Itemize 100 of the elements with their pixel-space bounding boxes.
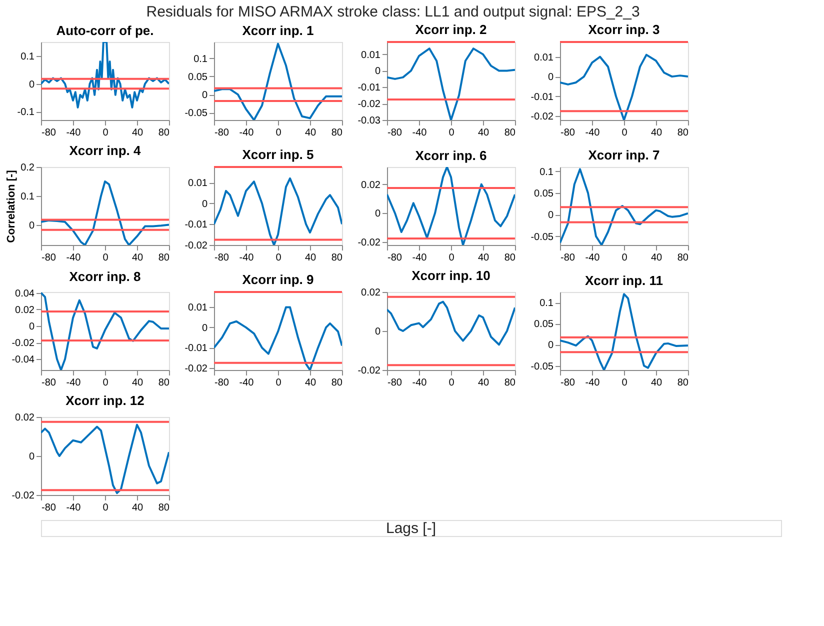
- x-tick-label: 0: [448, 128, 455, 138]
- chart-title: Xcorr inp. 7: [588, 147, 660, 162]
- y-tick-label: 0: [202, 198, 208, 210]
- x-tick-label: 80: [504, 378, 516, 388]
- x-tick-label: -40: [585, 252, 600, 264]
- y-tick-label: -0.02: [358, 238, 381, 249]
- y-tick-label: 0.02: [15, 304, 35, 316]
- x-tick-label: 40: [650, 378, 662, 388]
- x-tick-label: 80: [677, 128, 689, 138]
- chart-title: Xcorr inp. 12: [66, 393, 144, 408]
- chart-title: Xcorr inp. 4: [69, 143, 142, 158]
- chart-title: Xcorr inp. 11: [584, 273, 664, 288]
- x-tick-label: -80: [214, 252, 230, 264]
- line-series: [41, 42, 169, 108]
- x-tick-label: 40: [478, 378, 490, 388]
- x-tick-label: -40: [412, 378, 428, 388]
- chart-title: Xcorr inp. 3: [588, 22, 660, 37]
- chart-title: Auto-corr of pe.: [56, 23, 154, 38]
- text: Lags [-]: [386, 520, 436, 537]
- x-tick-label: -80: [560, 378, 576, 388]
- y-tick-label: 0.1: [540, 298, 554, 310]
- x-tick-label: 80: [331, 252, 343, 264]
- y-tick-label: -0.01: [530, 92, 554, 103]
- y-tick-label: 0: [374, 326, 381, 338]
- x-tick-label: -80: [388, 128, 402, 138]
- y-tick-label: 0.01: [188, 178, 208, 190]
- x-tick-label: 80: [331, 128, 343, 138]
- y-tick-label: 0.02: [361, 180, 381, 191]
- x-tick-label: 40: [132, 252, 144, 264]
- x-tick-label: 40: [304, 128, 316, 138]
- x-tick-label: 80: [158, 128, 170, 138]
- y-tick-label: 0.05: [534, 188, 554, 200]
- x-tick-label: -40: [239, 378, 254, 388]
- chart-title: Xcorr inp. 10: [412, 268, 490, 283]
- y-tick-label: -0.02: [358, 99, 381, 110]
- x-tick-label: 80: [158, 252, 170, 264]
- x-tick-label: -80: [388, 252, 402, 264]
- y-tick-label: 0: [28, 452, 35, 462]
- x-tick-label: 0: [276, 252, 282, 264]
- x-tick-label: 40: [478, 252, 490, 264]
- y-tick-label: 0: [28, 220, 35, 232]
- y-tick-label: -0.05: [530, 361, 554, 372]
- text: Residuals for MISO ARMAX stroke class: LL1 and output signal: EPS_2_3: [146, 4, 640, 20]
- y-tick-label: 0: [374, 208, 381, 220]
- x-tick-label: 0: [622, 252, 628, 264]
- x-tick-label: -80: [42, 502, 56, 514]
- x-tick-label: 40: [650, 252, 662, 264]
- y-tick-label: 0.02: [361, 288, 381, 298]
- x-tick-label: 40: [132, 128, 144, 138]
- y-tick-label: -0.02: [12, 338, 35, 350]
- y-tick-label: 0.04: [15, 288, 35, 300]
- x-tick-label: -80: [42, 252, 56, 264]
- x-tick-label: -40: [66, 378, 82, 388]
- x-tick-label: -40: [66, 252, 82, 264]
- y-tick-label: -0.02: [184, 240, 208, 252]
- x-tick-label: -40: [66, 502, 82, 514]
- y-tick-label: 0: [202, 322, 208, 334]
- x-tick-label: -80: [214, 378, 230, 388]
- y-tick-label: 0.05: [534, 319, 554, 330]
- y-tick-label: -0.04: [12, 354, 35, 366]
- y-tick-label: 0.01: [361, 50, 381, 61]
- x-tick-label: -40: [412, 128, 428, 138]
- y-tick-label: 0: [548, 340, 554, 352]
- x-tick-label: -80: [388, 378, 402, 388]
- y-tick-label: -0.01: [184, 343, 208, 354]
- chart-title: Xcorr inp. 9: [242, 272, 314, 287]
- x-tick-label: -40: [239, 252, 254, 264]
- chart-title: Xcorr inp. 6: [415, 148, 487, 163]
- x-tick-label: 80: [504, 128, 516, 138]
- y-tick-label: -0.02: [184, 363, 208, 374]
- y-tick-label: 0.01: [534, 52, 554, 64]
- x-tick-label: 80: [677, 378, 689, 388]
- y-axis-title: Correlation [-]: [6, 170, 18, 243]
- y-tick-label: 0.01: [188, 302, 208, 314]
- y-tick-label: -0.03: [358, 116, 381, 126]
- chart-title: Xcorr inp. 1: [242, 23, 314, 38]
- x-tick-label: 0: [102, 502, 109, 514]
- y-tick-label: -0.05: [530, 232, 554, 243]
- x-tick-label: 40: [304, 252, 316, 264]
- x-tick-label: -80: [42, 378, 56, 388]
- y-tick-label: 0.1: [540, 166, 554, 178]
- y-tick-label: -0.01: [358, 82, 381, 94]
- y-tick-label: -0.1: [17, 107, 35, 118]
- y-tick-label: 0: [28, 322, 35, 333]
- chart-title: Xcorr inp. 8: [69, 268, 141, 284]
- y-tick-label: 0: [28, 79, 35, 90]
- y-tick-label: 0.1: [194, 54, 208, 65]
- y-tick-label: 0.02: [15, 412, 35, 424]
- x-tick-label: -40: [585, 128, 600, 138]
- x-tick-label: 0: [276, 128, 282, 138]
- y-tick-label: -0.05: [184, 108, 208, 120]
- y-tick-label: 0.1: [20, 191, 35, 202]
- x-tick-label: -80: [214, 128, 230, 138]
- x-tick-label: 80: [158, 502, 170, 514]
- y-tick-label: 0: [202, 90, 208, 102]
- x-tick-label: 0: [622, 378, 628, 388]
- x-tick-label: -40: [66, 128, 82, 138]
- x-tick-label: 40: [132, 378, 144, 388]
- x-tick-label: -40: [412, 252, 428, 264]
- chart-title: Xcorr inp. 5: [242, 147, 314, 162]
